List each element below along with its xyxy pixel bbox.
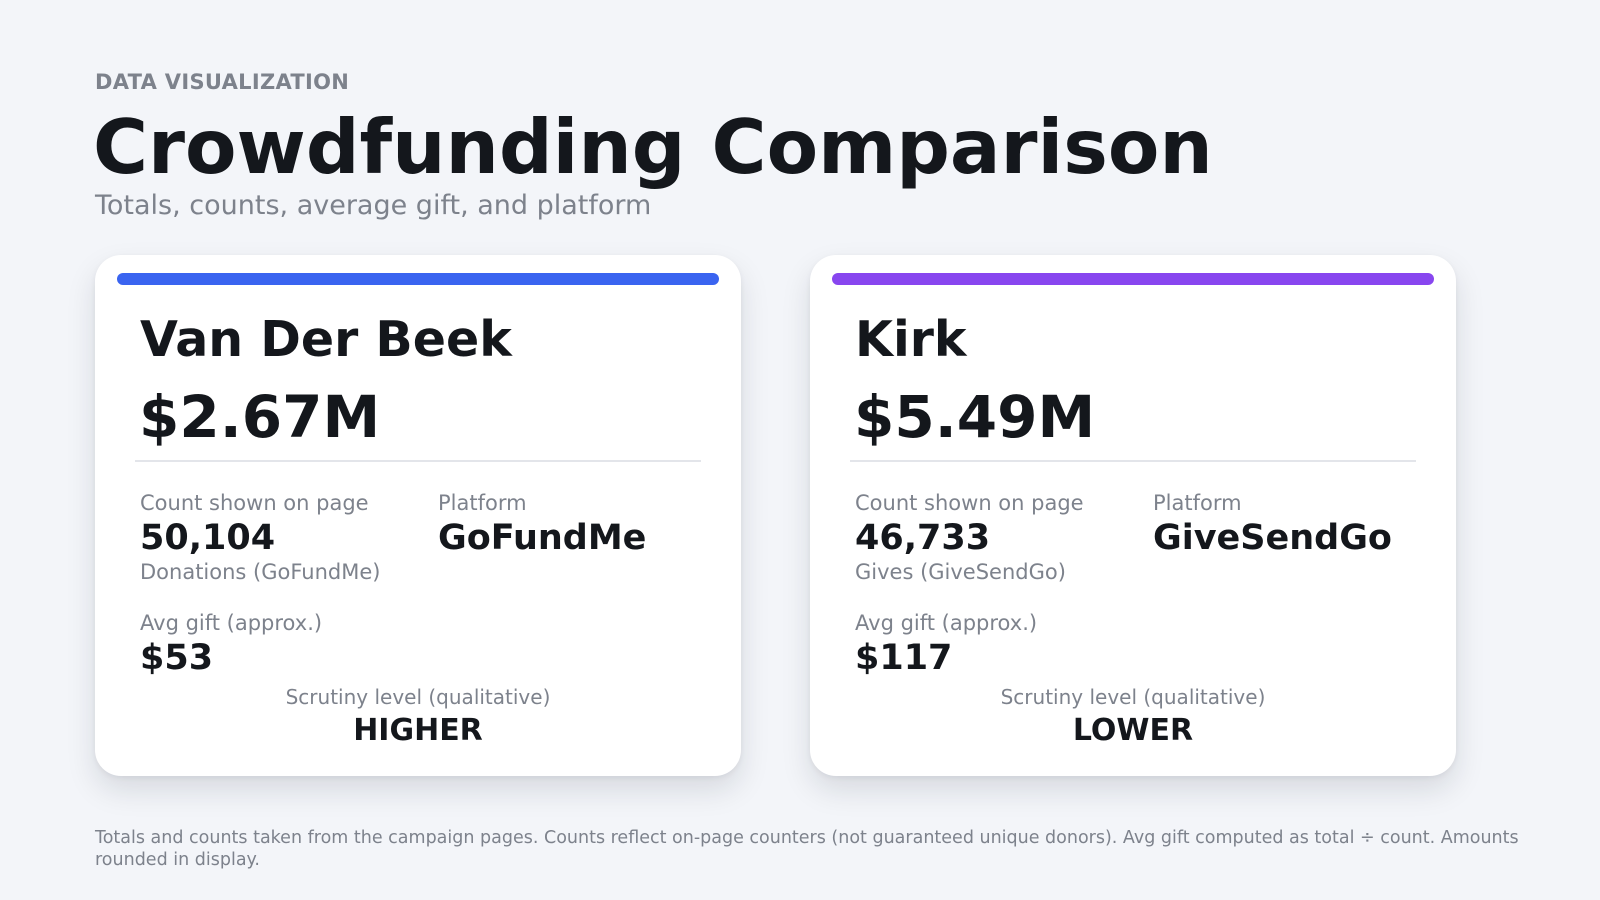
- campaign-card-kirk: Kirk $5.49M Count shown on page 46,733 G…: [810, 255, 1456, 776]
- scrutiny-value: HIGHER: [353, 713, 483, 748]
- avg-gift-value: $117: [855, 638, 953, 678]
- page-subtitle: Totals, counts, average gift, and platfo…: [95, 190, 652, 221]
- scrutiny-label: Scrutiny level (qualitative): [1000, 685, 1266, 709]
- campaign-name: Kirk: [855, 311, 967, 368]
- page-title: Crowdfunding Comparison: [93, 103, 1213, 191]
- count-note: Donations (GoFundMe): [140, 560, 381, 584]
- avg-gift-value: $53: [140, 638, 214, 678]
- scrutiny-value: LOWER: [1072, 713, 1194, 748]
- campaign-card-van-der-beek: Van Der Beek $2.67M Count shown on page …: [95, 255, 741, 776]
- card-divider: [850, 460, 1416, 462]
- card-accent-bar: [117, 273, 719, 285]
- platform-label: Platform: [438, 491, 527, 515]
- avg-gift-label: Avg gift (approx.): [855, 611, 1038, 635]
- platform-value: GoFundMe: [438, 518, 647, 558]
- scrutiny-label: Scrutiny level (qualitative): [285, 685, 551, 709]
- campaign-name: Van Der Beek: [140, 311, 512, 368]
- eyebrow-label: DATA VISUALIZATION: [95, 70, 350, 94]
- avg-gift-label: Avg gift (approx.): [140, 611, 323, 635]
- footnote: Totals and counts taken from the campaig…: [95, 828, 1519, 870]
- campaign-total: $5.49M: [854, 383, 1096, 451]
- count-value: 50,104: [140, 518, 276, 558]
- campaign-total: $2.67M: [139, 383, 381, 451]
- count-label: Count shown on page: [140, 491, 369, 515]
- platform-value: GiveSendGo: [1153, 518, 1392, 558]
- card-accent-bar: [832, 273, 1434, 285]
- platform-label: Platform: [1153, 491, 1242, 515]
- card-divider: [135, 460, 701, 462]
- count-label: Count shown on page: [855, 491, 1084, 515]
- count-value: 46,733: [855, 518, 991, 558]
- count-note: Gives (GiveSendGo): [855, 560, 1066, 584]
